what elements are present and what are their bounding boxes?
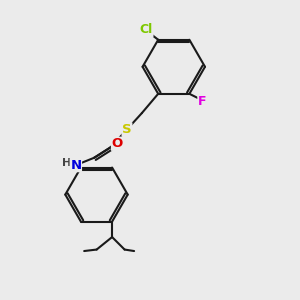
Text: O: O [112,137,123,150]
Text: H: H [62,158,71,168]
Text: F: F [198,95,206,108]
Text: Cl: Cl [140,23,153,36]
Text: N: N [70,159,81,172]
Text: S: S [122,123,132,136]
